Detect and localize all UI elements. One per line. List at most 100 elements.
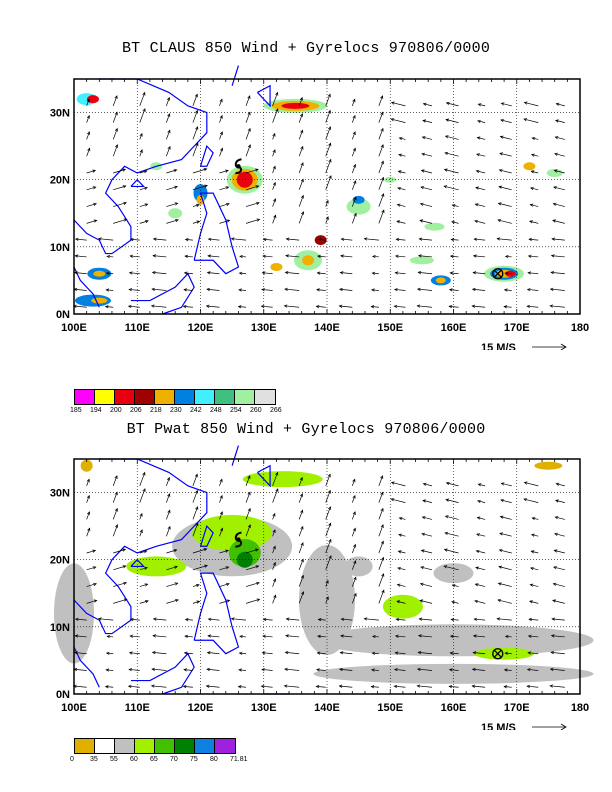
wind-arrowhead — [115, 144, 119, 148]
wind-vector — [554, 533, 565, 537]
field-patch — [523, 162, 536, 171]
wind-arrowhead — [444, 151, 449, 156]
wind-arrowhead — [530, 550, 535, 554]
wind-arrowhead — [194, 473, 198, 478]
wind-vector — [166, 526, 171, 537]
wind-arrowhead — [526, 304, 531, 309]
wind-arrowhead — [353, 212, 357, 217]
wind-vector — [391, 118, 406, 123]
wind-arrowhead — [552, 599, 556, 603]
wind-vector — [86, 495, 90, 503]
wind-arrowhead — [260, 304, 265, 309]
wind-arrowhead — [317, 238, 322, 242]
wind-vector — [395, 652, 406, 655]
wind-vector — [340, 652, 353, 655]
wind-vector — [139, 108, 146, 123]
wind-vector — [378, 492, 384, 503]
wind-vector — [451, 221, 459, 224]
wind-arrowhead — [449, 634, 454, 639]
wind-arrowhead — [195, 506, 199, 510]
wind-arrowhead — [445, 498, 450, 502]
wind-vector — [185, 255, 193, 258]
wind-arrowhead — [498, 548, 503, 553]
wind-arrowhead — [247, 111, 251, 116]
wind-arrowhead — [285, 237, 290, 241]
wind-arrowhead — [219, 98, 223, 103]
wind-arrowhead — [301, 591, 305, 595]
wind-vector — [106, 289, 114, 291]
wind-vector — [298, 211, 304, 224]
wind-arrowhead — [285, 254, 289, 258]
wind-vector — [245, 565, 259, 571]
wind-vector — [505, 635, 512, 638]
wind-arrowhead — [144, 186, 148, 190]
wind-arrowhead — [284, 667, 288, 671]
wind-arrowhead — [549, 287, 554, 291]
wind-arrowhead — [283, 684, 288, 688]
wind-arrowhead — [523, 498, 528, 502]
wind-arrowhead — [139, 149, 143, 153]
wind-vector — [351, 164, 356, 174]
grid-layer — [74, 459, 580, 694]
wind-vector — [166, 582, 178, 587]
wind-arrowhead — [183, 271, 188, 275]
wind-arrowhead — [397, 550, 402, 554]
field-patch — [270, 263, 283, 271]
wind-arrowhead — [273, 198, 277, 202]
wind-arrowhead — [142, 471, 146, 476]
wind-vector — [472, 668, 486, 671]
wind-vector — [285, 255, 300, 258]
wind-vector — [129, 272, 140, 275]
wind-arrowhead — [363, 617, 368, 621]
field-patch — [344, 556, 373, 577]
wind-vector — [263, 238, 273, 241]
wind-arrowhead — [127, 304, 132, 309]
wind-arrowhead — [195, 142, 199, 147]
wind-arrowhead — [449, 271, 454, 275]
wind-vector — [396, 220, 406, 224]
wind-vector — [166, 113, 170, 123]
legend-label: 194 — [90, 407, 102, 414]
wind-arrowhead — [150, 304, 155, 308]
wind-arrowhead — [448, 304, 453, 309]
wind-arrowhead — [451, 220, 455, 224]
legend-swatch — [95, 390, 115, 404]
lat-label: 10N — [50, 622, 70, 634]
wind-vector — [298, 559, 304, 570]
wind-vector — [498, 566, 512, 571]
wind-vector — [371, 686, 379, 688]
wind-vector — [151, 685, 167, 688]
wind-arrowhead — [451, 600, 455, 604]
wind-vector — [206, 685, 220, 688]
wind-vector — [185, 619, 193, 621]
wind-arrowhead — [144, 583, 149, 587]
wind-arrowhead — [175, 219, 179, 223]
wind-arrowhead — [220, 147, 224, 152]
wind-arrowhead — [167, 96, 171, 101]
wind-vector — [420, 566, 433, 571]
wind-vector — [397, 584, 406, 587]
wind-vector — [317, 255, 326, 258]
wind-arrowhead — [555, 119, 559, 123]
wind-vector — [473, 635, 486, 638]
wind-arrowhead — [472, 651, 477, 655]
wind-arrowhead — [93, 219, 98, 223]
wind-vector-layer — [72, 471, 565, 689]
wind-vector — [106, 272, 114, 275]
field-patch — [93, 270, 106, 277]
wind-arrowhead — [316, 271, 321, 275]
wind-vector — [497, 618, 512, 621]
wind-arrowhead — [207, 237, 212, 241]
wind-arrowhead — [152, 634, 157, 638]
wind-arrowhead — [503, 668, 508, 672]
lon-label: 170E — [504, 702, 530, 714]
wind-vector — [505, 255, 512, 258]
wind-vector — [529, 238, 539, 241]
wind-vector — [112, 112, 118, 123]
wind-vector — [505, 272, 512, 275]
wind-arrowhead — [247, 475, 251, 479]
wind-vector — [339, 288, 353, 291]
wind-vector — [420, 583, 433, 587]
wind-arrowhead — [353, 196, 357, 201]
wind-vector — [418, 635, 433, 638]
